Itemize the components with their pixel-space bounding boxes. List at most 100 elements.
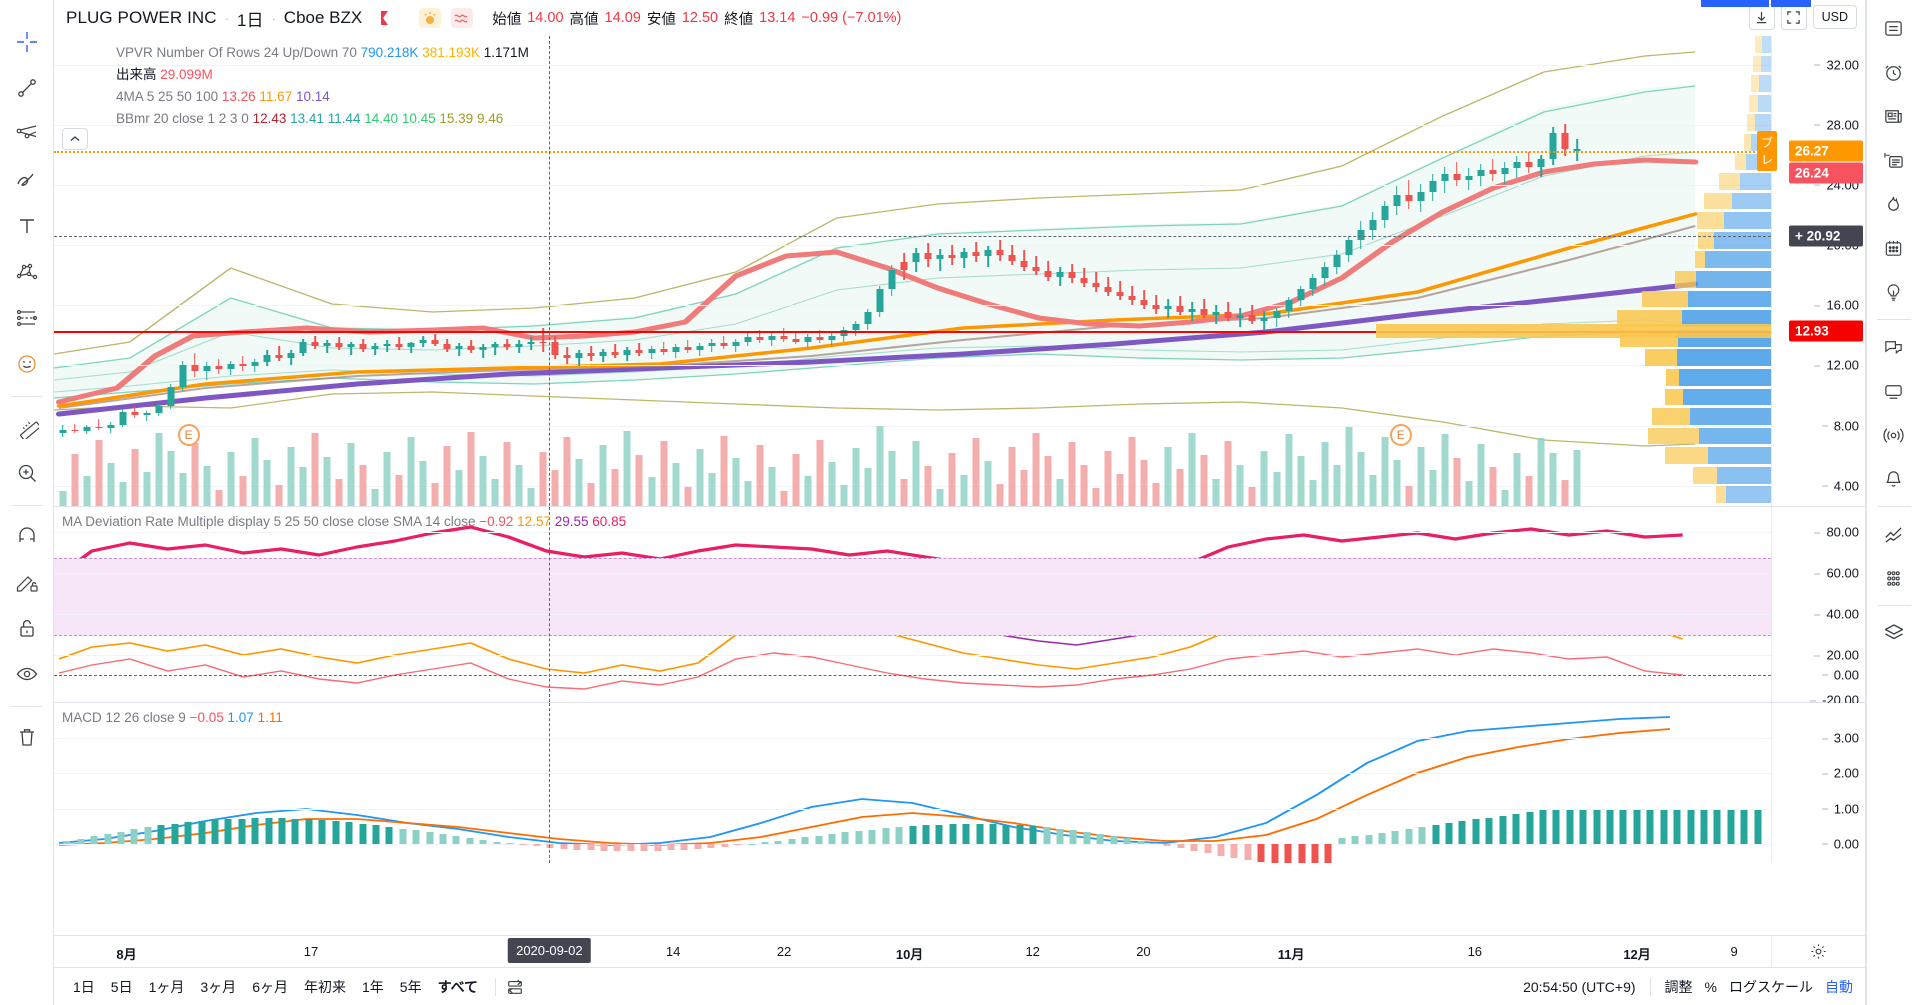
macd-bar (1137, 840, 1145, 844)
volume-bar (155, 433, 163, 506)
macd-pane[interactable]: MACD 12 26 close 9 −0.05 1.07 1.11 (54, 703, 1865, 863)
remove-drawings-icon[interactable] (7, 717, 47, 757)
trend-line-tool-icon[interactable] (7, 68, 47, 108)
macd-bar (452, 836, 460, 844)
news-icon[interactable] (1874, 94, 1914, 138)
interval-label[interactable]: 1日 (236, 10, 264, 30)
hotlist-icon[interactable] (1874, 182, 1914, 226)
left-drawing-toolbar[interactable] (0, 0, 54, 1005)
macd-plot[interactable]: MACD 12 26 close 9 −0.05 1.07 1.11 (54, 703, 1771, 863)
public-chats-icon[interactable] (1874, 369, 1914, 413)
earnings-marker[interactable]: E (177, 423, 200, 446)
alerts-icon[interactable] (1874, 50, 1914, 94)
candle-body (912, 253, 920, 263)
log-scale-button[interactable]: ログスケール (1729, 978, 1813, 995)
trading-panel-icon[interactable] (1874, 512, 1914, 556)
collapse-legend-button[interactable] (62, 128, 88, 150)
data-window-icon[interactable] (1874, 138, 1914, 182)
candle-icon[interactable] (376, 8, 396, 28)
emoji-tool-icon[interactable] (7, 344, 47, 384)
ideas-icon[interactable] (1874, 270, 1914, 314)
candle-body (251, 362, 259, 367)
range-button[interactable]: 1日 (73, 978, 95, 995)
auto-scale-button[interactable]: 自動 (1825, 978, 1853, 995)
chat-icon[interactable] (1874, 325, 1914, 369)
candle-body (1188, 309, 1196, 313)
right-sidebar[interactable] (1866, 0, 1920, 1005)
date-range-icon[interactable] (506, 978, 524, 996)
ma-deviation-plot[interactable]: MA Deviation Rate Multiple display 5 25 … (54, 507, 1771, 702)
pattern-tool-icon[interactable] (7, 252, 47, 292)
notifications-icon[interactable] (1874, 457, 1914, 501)
crosshair-label[interactable]: + 20.92 (1789, 225, 1863, 247)
range-button[interactable]: 5年 (399, 978, 422, 995)
percent-button[interactable]: % (1704, 978, 1717, 995)
adjust-button[interactable]: 調整 (1664, 978, 1693, 995)
legend-ma-deviation[interactable]: MA Deviation Rate Multiple display 5 25 … (62, 511, 626, 533)
macd-bar (1230, 844, 1238, 858)
forecast-tool-icon[interactable] (7, 298, 47, 338)
exchange-label[interactable]: Cboe BZX (283, 8, 363, 27)
object-tree-icon[interactable] (1874, 556, 1914, 600)
range-button[interactable]: 6ヶ月 (252, 978, 288, 995)
calendar-icon[interactable] (1874, 226, 1914, 270)
candle-body (563, 354, 571, 358)
macd-scale[interactable]: 3.00 2.00 1.00 0.00 (1771, 703, 1865, 863)
header-right-controls: USD (1748, 4, 1857, 30)
top-layout-tabs[interactable] (1701, 0, 1811, 7)
chart-settings-gear-icon[interactable] (1771, 936, 1865, 967)
magnet-tool-icon[interactable] (7, 516, 47, 556)
candle-body (876, 288, 884, 313)
bottom-toolbar[interactable]: 1日 5日 1ヶ月 3ヶ月 6ヶ月 年初来 1年 5年 すべて 20:54:50 (UTC+9)… (54, 967, 1865, 1005)
price-plot[interactable]: E E (54, 36, 1771, 506)
range-button[interactable]: 3ヶ月 (200, 978, 237, 995)
crosshair-tool-icon[interactable] (7, 22, 47, 62)
macd-bar (1271, 844, 1279, 863)
settings-layers-icon[interactable] (1874, 611, 1914, 655)
brush-tool-icon[interactable] (7, 160, 47, 200)
range-button[interactable]: 1年 (361, 978, 384, 995)
zoom-in-tool-icon[interactable] (7, 453, 47, 493)
earnings-marker[interactable]: E (1389, 423, 1412, 446)
volume-bar (984, 460, 992, 506)
bottom-right-controls[interactable]: 20:54:50 (UTC+9) 調整 % ログスケール 自動 (1523, 977, 1853, 997)
fullscreen-icon[interactable] (1780, 4, 1807, 30)
wave-indicator-icon[interactable] (450, 7, 474, 29)
resistance-label[interactable]: 26.27 (1789, 140, 1863, 162)
price-pane[interactable]: E E 32.0028.0024.0020.0016.0012.008.004.… (54, 36, 1865, 506)
layout-tab-2[interactable] (1771, 0, 1811, 7)
high-label[interactable]: 26.24 (1789, 162, 1863, 184)
time-axis[interactable]: 8月 17 14 22 10月 12 20 11月 16 12月 9 2020-09-02 (54, 935, 1865, 967)
volume-bar (239, 475, 247, 506)
candle-body (275, 354, 283, 358)
currency-badge[interactable]: USD (1812, 5, 1857, 29)
range-buttons[interactable]: 1日 5日 1ヶ月 3ヶ月 6ヶ月 年初来 1年 5年 すべて (66, 973, 485, 1001)
range-button[interactable]: 1ヶ月 (148, 978, 185, 995)
range-button[interactable]: 年初来 (303, 978, 346, 995)
volume-bar (648, 477, 656, 506)
ma-deviation-pane[interactable]: MA Deviation Rate Multiple display 5 25 … (54, 507, 1865, 708)
stay-in-drawing-mode-icon[interactable] (7, 562, 47, 602)
lock-drawings-icon[interactable] (7, 608, 47, 648)
crosshair-horizontal-line (54, 235, 1771, 237)
watchlist-icon[interactable] (1874, 6, 1914, 50)
sun-indicator-icon[interactable] (418, 7, 442, 29)
download-icon[interactable] (1748, 4, 1775, 30)
text-tool-icon[interactable] (7, 206, 47, 246)
last-price-label[interactable]: 12.93 (1789, 320, 1863, 342)
range-button[interactable]: すべて (437, 978, 479, 995)
volume-bar (1224, 440, 1232, 506)
fib-tool-icon[interactable] (7, 114, 47, 154)
hide-drawings-icon[interactable] (7, 654, 47, 694)
clock-label[interactable]: 20:54:50 (UTC+9) (1523, 978, 1636, 995)
macd-bar (1083, 832, 1091, 844)
deviation-scale[interactable]: 80.00 60.00 40.00 20.00 0.00 -20.00 (1771, 507, 1865, 708)
measure-tool-icon[interactable] (7, 407, 47, 447)
broadcast-icon[interactable] (1874, 413, 1914, 457)
price-scale[interactable]: 32.0028.0024.0020.0016.0012.008.004.0026… (1756, 36, 1865, 506)
symbol-name[interactable]: PLUG POWER INC (66, 8, 217, 27)
range-button[interactable]: 5日 (110, 978, 133, 995)
layout-tab-1[interactable] (1701, 0, 1769, 7)
legend-macd[interactable]: MACD 12 26 close 9 −0.05 1.07 1.11 (62, 707, 283, 729)
time-scale[interactable]: 8月 17 14 22 10月 12 20 11月 16 12月 9 2020-09-02 (54, 936, 1771, 967)
